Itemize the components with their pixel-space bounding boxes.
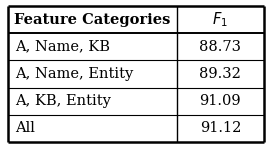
- Text: 88.73: 88.73: [199, 40, 241, 54]
- Text: Feature Categories: Feature Categories: [14, 13, 171, 26]
- Text: $F_1$: $F_1$: [212, 10, 228, 29]
- Text: 91.09: 91.09: [200, 94, 241, 108]
- Text: 89.32: 89.32: [199, 67, 241, 81]
- Text: A, Name, KB: A, Name, KB: [15, 40, 110, 54]
- Text: A, Name, Entity: A, Name, Entity: [15, 67, 133, 81]
- Text: 91.12: 91.12: [200, 122, 241, 135]
- Text: All: All: [15, 122, 35, 135]
- Text: A, KB, Entity: A, KB, Entity: [15, 94, 111, 108]
